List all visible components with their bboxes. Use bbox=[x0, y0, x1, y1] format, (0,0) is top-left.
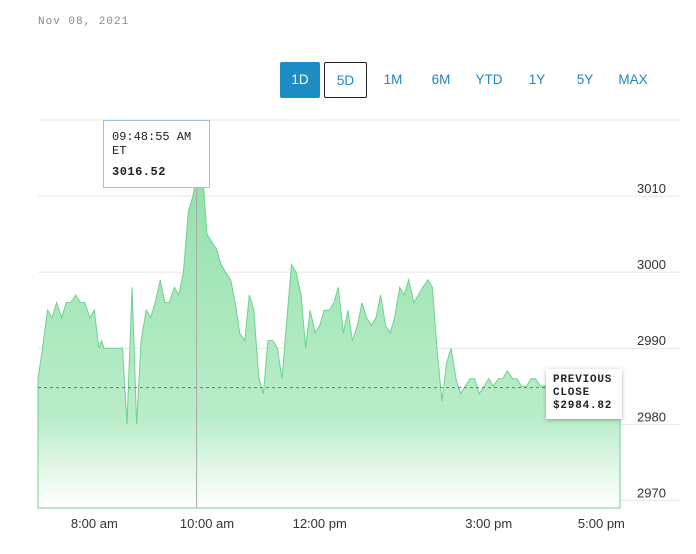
previous-close-value: $2984.82 bbox=[553, 400, 613, 412]
y-axis: 2970 2980 2990 3000 3010 bbox=[637, 181, 666, 500]
range-selector: 1D 5D 1M 6M YTD 1Y 5Y MAX bbox=[280, 62, 659, 98]
range-5d-button[interactable]: 5D bbox=[324, 62, 367, 98]
chart-date: Nov 08, 2021 bbox=[38, 16, 130, 28]
x-tick-label: 10:00 am bbox=[180, 516, 234, 531]
previous-close-line1: PREVIOUS bbox=[553, 374, 613, 386]
range-max-button[interactable]: MAX bbox=[618, 72, 648, 87]
x-tick-label: 8:00 am bbox=[71, 516, 118, 531]
range-ytd-button[interactable]: YTD bbox=[475, 72, 503, 87]
previous-close-label: PREVIOUS CLOSE $2984.82 bbox=[546, 369, 622, 419]
range-6m-button[interactable]: 6M bbox=[431, 72, 451, 87]
x-axis: 8:00 am 10:00 am 12:00 pm 3:00 pm 5:00 pm bbox=[71, 516, 625, 531]
y-tick-label: 2980 bbox=[637, 409, 666, 424]
tooltip-time: 09:48:55 AM ET bbox=[112, 130, 192, 158]
price-area bbox=[37, 146, 621, 509]
y-tick-label: 3010 bbox=[637, 181, 666, 196]
range-1y-button[interactable]: 1Y bbox=[528, 72, 546, 87]
x-tick-label: 12:00 pm bbox=[293, 516, 347, 531]
x-tick-label: 5:00 pm bbox=[578, 516, 625, 531]
range-5y-button[interactable]: 5Y bbox=[576, 72, 594, 87]
y-tick-label: 2990 bbox=[637, 333, 666, 348]
hover-tooltip: 09:48:55 AM ET 3016.52 bbox=[103, 120, 210, 188]
y-tick-label: 2970 bbox=[637, 485, 666, 500]
tooltip-value: 3016.52 bbox=[112, 165, 166, 179]
previous-close-line2: CLOSE bbox=[553, 387, 591, 399]
x-tick-label: 3:00 pm bbox=[465, 516, 512, 531]
range-1d-button[interactable]: 1D bbox=[280, 62, 320, 98]
range-1m-button[interactable]: 1M bbox=[383, 72, 403, 87]
y-tick-label: 3000 bbox=[637, 257, 666, 272]
